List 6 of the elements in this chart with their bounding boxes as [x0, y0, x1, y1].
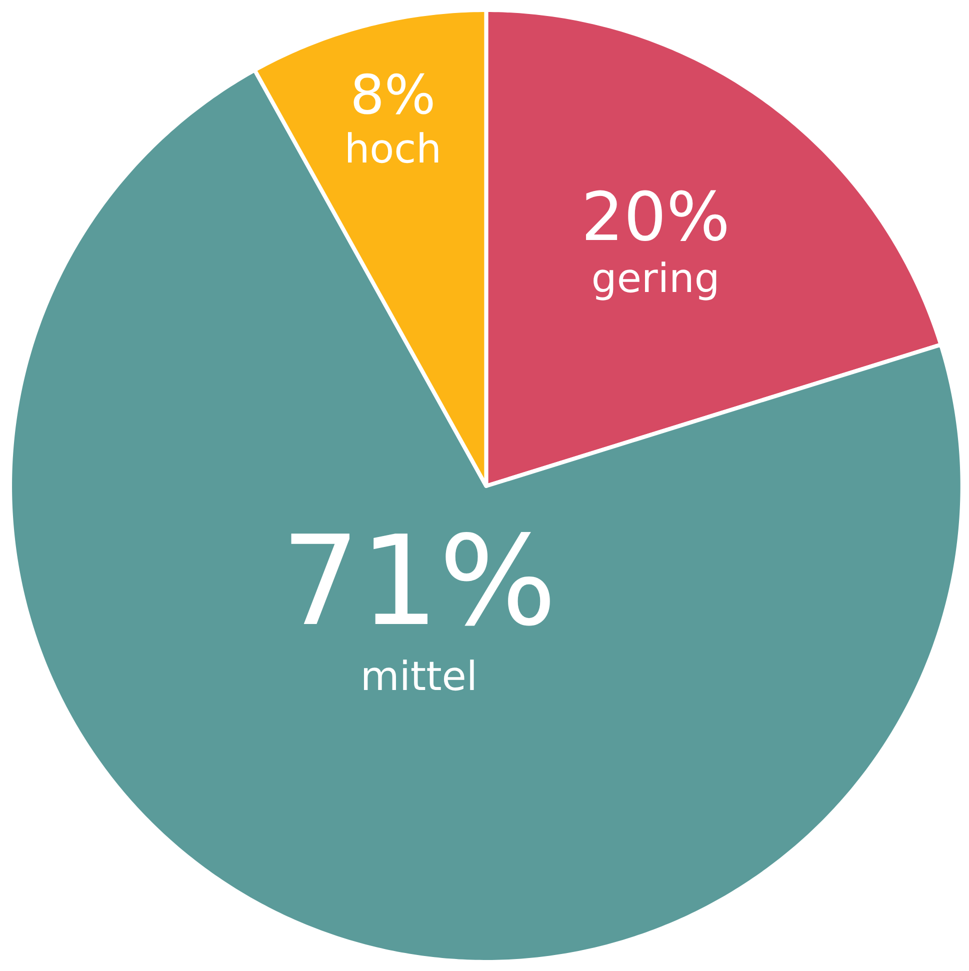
slice-label: mittel: [360, 654, 478, 700]
data-label: 8%: [350, 64, 436, 127]
data-label: 20%: [581, 178, 730, 256]
slice-label: gering: [591, 256, 720, 302]
data-label: 71%: [281, 510, 557, 654]
slice-label: hoch: [344, 126, 442, 173]
